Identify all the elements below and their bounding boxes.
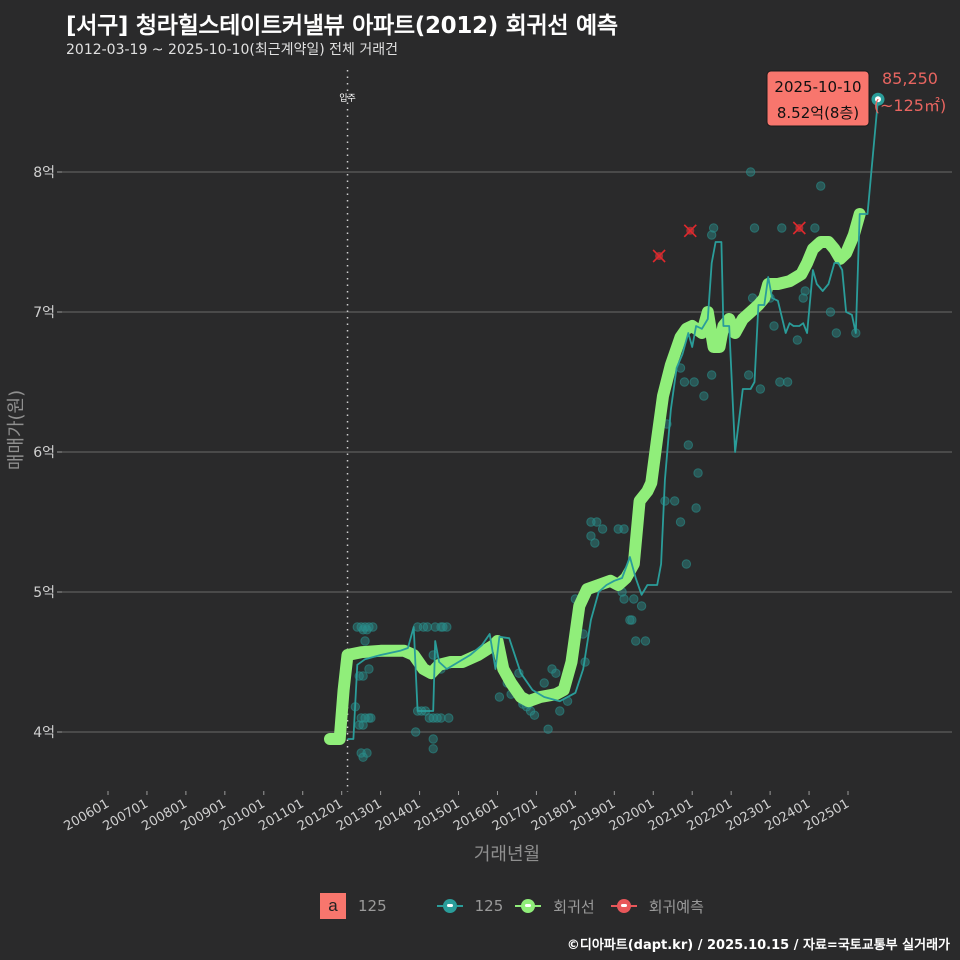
regression-line (324, 208, 866, 745)
y-axis-title: 매매가(원) (6, 390, 27, 470)
annotation-price-value: 85,250 (882, 69, 938, 88)
legend-item-prediction: 회귀예측 (609, 896, 704, 917)
annotation-area: (~125㎡) (874, 96, 946, 115)
legend-dot-icon (609, 899, 639, 913)
move-in-label: 입주 (339, 92, 356, 104)
latest-annotation: 2025-10-10 8.52억(8층) 85,250 (~125㎡) (766, 69, 946, 127)
move-in-vline: 입주 (339, 70, 356, 792)
grid-lines (62, 171, 952, 733)
x-tick-label: 202501 (802, 796, 852, 834)
price-line-125 (347, 99, 879, 740)
legend-item-regression: 회귀선 (513, 896, 608, 917)
legend-label-key: a (320, 893, 346, 919)
prediction-markers (652, 221, 806, 263)
chart-title: [서구] 청라힐스테이트커낼뷰 아파트(2012) 회귀선 예측 (66, 13, 618, 39)
footer-credit: ©디아파트(dapt.kr) / 2025.10.15 / 자료=국토교통부 실… (566, 938, 950, 953)
y-tick-label: 6억 (33, 445, 55, 461)
legend: a 125 125 회귀선 회귀예측 (320, 893, 704, 919)
chart-subtitle: 2012-03-19 ~ 2025-10-10(최근계약일) 전체 거래건 (66, 42, 398, 58)
y-tick-label: 5억 (33, 585, 55, 601)
legend-item-125: 125 (435, 897, 514, 915)
legend-dot-icon (435, 899, 465, 913)
y-axis: 4억 5억 6억 7억 8억 (33, 165, 62, 741)
latest-point (871, 92, 885, 106)
y-tick-label: 7억 (33, 305, 55, 321)
annotation-box (766, 70, 870, 127)
legend-dot-icon (513, 899, 543, 913)
legend-label-key-text: 125 (358, 897, 387, 915)
x-axis: 2006012007012008012009012010012011012012… (62, 791, 852, 834)
x-axis-title: 거래년월 (474, 844, 540, 865)
annotation-price: 8.52억(8층) (777, 104, 859, 122)
y-tick-label: 8억 (33, 165, 55, 181)
annotation-date: 2025-10-10 (774, 78, 861, 96)
y-tick-label: 4억 (33, 725, 55, 741)
